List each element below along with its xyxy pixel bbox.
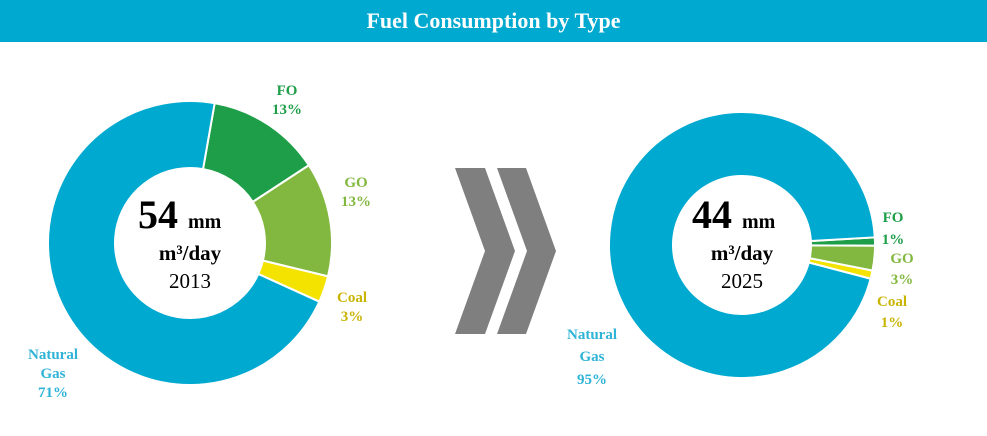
donut-2013-label-fo-pct: 13% xyxy=(272,102,302,118)
donut-2025-slice-natural-gas xyxy=(608,111,876,379)
donut-2025-label-fo-pct: 1% xyxy=(882,232,905,248)
donut-2013-label-go-name: GO xyxy=(344,175,367,191)
donut-2013-center-year: 2013 xyxy=(169,269,211,293)
donut-2025-center-year: 2025 xyxy=(721,269,763,293)
donut-2013-label-coal-name: Coal xyxy=(337,290,367,306)
donut-2013-center-unit2: m³/day xyxy=(159,241,222,265)
donut-chart-2013: 54 mm m³/day 2013 FO 13% GO 13% Coal 3% … xyxy=(28,83,371,401)
donut-2025-label-natural-gas-pct: 95% xyxy=(577,372,607,388)
donut-2025-label-natural-gas-name-2: Gas xyxy=(579,349,604,365)
donut-2025-label-fo-name: FO xyxy=(883,210,904,226)
donut-2025-label-coal-name: Coal xyxy=(877,294,907,310)
donut-2025-label-go-name: GO xyxy=(890,251,913,267)
donut-2013-center-value: 54 xyxy=(138,192,178,237)
donut-chart-2025: 44 mm m³/day 2025 FO 1% GO 3% Coal 1% Na… xyxy=(567,111,914,388)
donut-2025-center-unit2: m³/day xyxy=(711,241,774,265)
donut-2013-center-unit: mm xyxy=(188,211,222,233)
donut-2025-center-unit: mm xyxy=(742,211,776,233)
donut-2025-label-coal-pct: 1% xyxy=(881,315,904,331)
donut-2025-label-go-pct: 3% xyxy=(891,272,914,288)
chart-title: Fuel Consumption by Type xyxy=(0,0,987,42)
donut-2013-label-fo-name: FO xyxy=(277,83,298,99)
donut-2013-label-natural-gas-pct: 71% xyxy=(38,385,68,401)
chevron-arrow-right-icon xyxy=(497,168,556,334)
donut-2013-label-natural-gas-name-1: Natural xyxy=(28,347,78,363)
donut-2013-label-go-pct: 13% xyxy=(341,194,371,210)
donut-2025-center-value: 44 xyxy=(692,192,732,237)
transition-arrows xyxy=(455,168,556,334)
donut-2013-slice-natural-gas xyxy=(47,100,321,386)
donut-2025-label-natural-gas-name-1: Natural xyxy=(567,327,617,343)
donut-2013-label-coal-pct: 3% xyxy=(341,309,364,325)
chevron-arrow-left-icon xyxy=(455,168,515,334)
donut-2013-label-natural-gas-name-2: Gas xyxy=(40,366,65,382)
